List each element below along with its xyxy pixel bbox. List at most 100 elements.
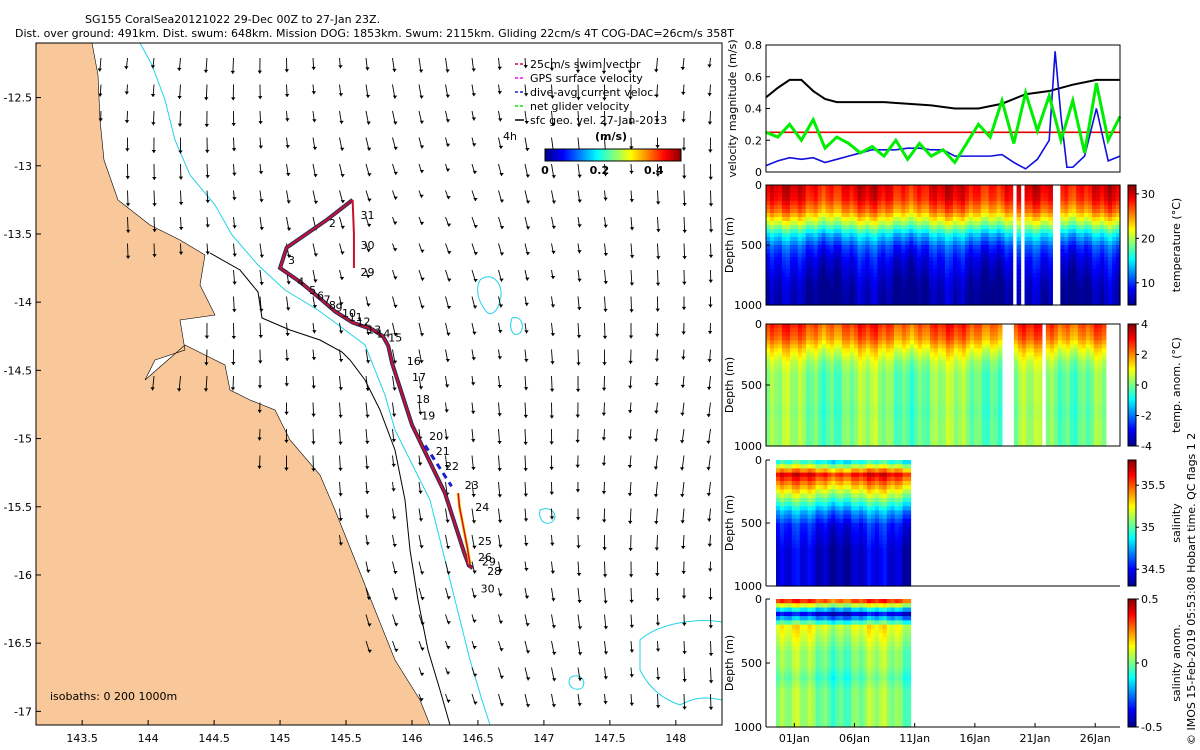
heatmap-cell	[1004, 229, 1010, 234]
heatmap-cell	[976, 205, 982, 210]
heatmap-cell	[933, 285, 938, 290]
velocity-arrowhead	[259, 227, 265, 231]
heatmap-cell	[869, 417, 875, 423]
heatmap-cell	[829, 229, 835, 234]
heatmap-cell	[1096, 285, 1101, 290]
heatmap-cell	[873, 261, 878, 266]
heatmap-cell	[793, 297, 799, 302]
legend-entry: GPS surface velocity	[530, 72, 643, 85]
velocity-arrowhead	[286, 254, 292, 258]
heatmap-cell	[841, 352, 847, 358]
heatmap-cell	[881, 289, 886, 294]
heatmap-cell	[1080, 293, 1085, 298]
heatmap-cell	[769, 261, 775, 266]
heatmap-cell	[773, 237, 779, 242]
heatmap-cell	[857, 332, 863, 337]
heatmap-cell	[837, 241, 843, 246]
velocity-arrowhead	[98, 118, 103, 122]
heatmap-cell	[913, 189, 918, 194]
velocity-arrowhead	[603, 676, 609, 680]
heatmap-cell	[853, 261, 859, 266]
velocity-arrowhead	[601, 412, 607, 416]
heatmap-cell	[917, 201, 922, 206]
heatmap-cell	[980, 257, 986, 262]
heatmap-cell	[917, 429, 923, 435]
velocity-arrowhead	[366, 303, 371, 307]
velocity-arrowhead	[602, 547, 607, 551]
heatmap-cell	[809, 348, 815, 354]
colorbar-cell	[587, 149, 590, 161]
heatmap-cell	[797, 265, 803, 270]
heatmap-cell	[769, 273, 775, 278]
velocity-arrowhead	[627, 464, 633, 468]
heatmap-cell	[877, 213, 882, 218]
heatmap-cell	[1104, 241, 1109, 246]
heatmap-cell	[1040, 285, 1046, 290]
heatmap-cell	[805, 209, 811, 214]
heatmap-cell	[766, 344, 771, 349]
heatmap-cell	[793, 197, 799, 202]
heatmap-cell	[956, 285, 962, 290]
colorbar-cell	[623, 149, 626, 161]
heatmap-cell	[817, 417, 823, 423]
heatmap-cell	[837, 429, 843, 435]
velocity-arrowhead	[445, 519, 450, 523]
heatmap-cell	[769, 233, 775, 238]
heatmap-cell	[849, 217, 855, 222]
heatmap-cell	[964, 205, 970, 210]
heatmap-cell	[885, 356, 891, 362]
heatmap-cell	[1072, 277, 1077, 282]
heatmap-cell	[805, 261, 811, 266]
heatmap-cell	[857, 405, 863, 410]
heatmap-cell	[1092, 265, 1097, 270]
heatmap-cell	[1088, 273, 1093, 278]
heatmap-cell	[801, 189, 807, 194]
heatmap-cell	[929, 229, 934, 234]
heatmap-cell	[901, 189, 906, 194]
heatmap-cell	[789, 273, 795, 278]
heatmap-cell	[1076, 217, 1081, 222]
heatmap-cell	[905, 344, 911, 349]
heatmap-cell	[921, 209, 926, 214]
heatmap-cell	[766, 417, 771, 423]
heatmap-cell	[1008, 273, 1014, 278]
heatmap-cell	[901, 356, 907, 362]
heatmap-cell	[805, 189, 811, 194]
heatmap-cell	[817, 401, 823, 406]
heatmap-cell	[905, 197, 910, 202]
heatmap-cell	[789, 185, 795, 190]
heatmap-cell	[861, 397, 867, 402]
heatmap-cell	[1036, 201, 1042, 206]
heatmap-cell	[829, 269, 835, 274]
heatmap-cell	[805, 237, 811, 242]
heatmap-cell	[797, 217, 803, 222]
velocity-arrowhead	[259, 282, 264, 286]
heatmap-cell	[805, 301, 811, 306]
heatmap-cell	[1028, 277, 1034, 282]
heatmap-cell	[817, 285, 823, 290]
heatmap-cell	[845, 237, 851, 242]
heatmap-cell	[773, 273, 779, 278]
heatmap-cell	[1072, 237, 1077, 242]
heatmap-cell	[837, 229, 843, 234]
heatmap-cell	[897, 189, 902, 194]
heatmap-cell	[921, 265, 926, 270]
heatmap-cell	[805, 437, 811, 443]
heatmap-cell	[1000, 201, 1006, 206]
heatmap-cell	[1064, 277, 1069, 282]
heatmap-cell	[1016, 233, 1022, 238]
colorbar-cell	[567, 149, 570, 161]
velocity-arrowhead	[498, 569, 503, 573]
heatmap-cell	[1036, 209, 1042, 214]
heatmap-cell	[952, 277, 958, 282]
heatmap-cell	[984, 233, 990, 238]
heatmap-cell	[805, 417, 811, 423]
heatmap-cell	[909, 257, 914, 262]
heatmap-cell	[869, 328, 875, 333]
colorbar-cell	[593, 149, 596, 161]
heatmap-cell	[1100, 185, 1105, 190]
heatmap-cell	[929, 205, 934, 210]
heatmap-cell	[781, 257, 787, 262]
heatmap-cell	[1100, 241, 1105, 246]
heatmap-cell	[881, 213, 886, 218]
